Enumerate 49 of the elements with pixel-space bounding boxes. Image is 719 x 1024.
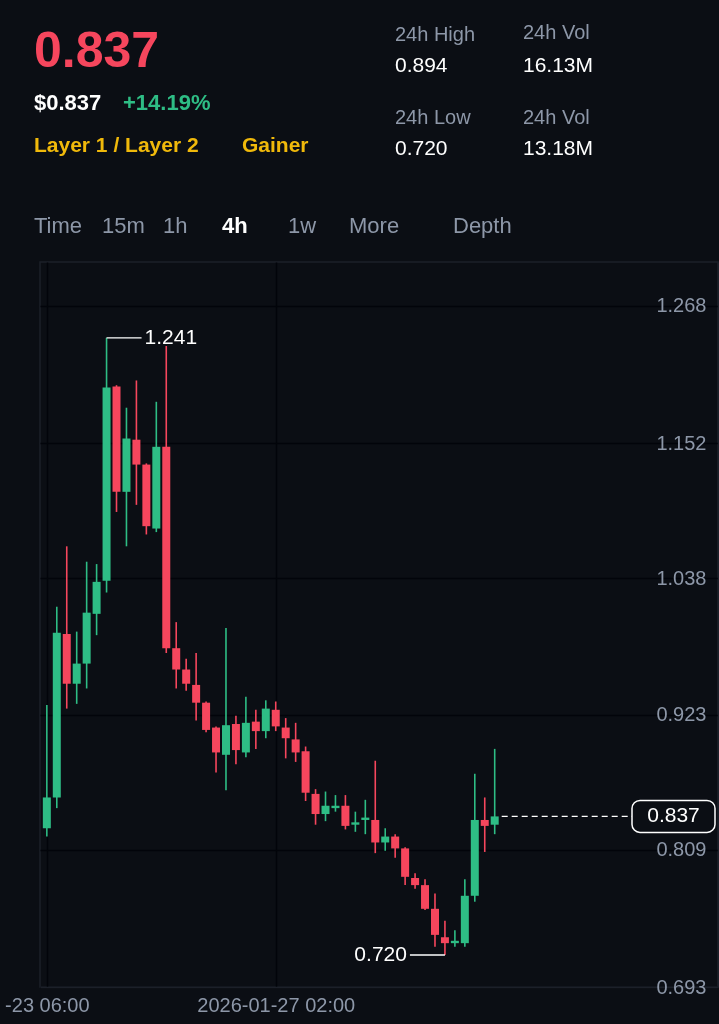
text: 13.18M [523, 136, 594, 159]
x-tick-label: -23 06:00 [5, 993, 90, 1016]
candlestick [371, 759, 380, 854]
x-tick-label: 2026-01-27 02:00 [197, 993, 356, 1016]
annotation: 0.720 [354, 942, 407, 966]
candlestick [72, 630, 81, 705]
text: 24h Vol [523, 106, 590, 128]
candlestick [341, 794, 350, 831]
candlestick [192, 652, 201, 722]
y-tick-label: 0.923 [656, 703, 707, 726]
candlestick [391, 833, 400, 859]
text: Time [34, 213, 83, 238]
text: +14.19% [123, 90, 211, 115]
candlestick [311, 788, 320, 826]
text: Layer 1 / Layer 2 [34, 133, 199, 156]
candlestick [490, 748, 499, 835]
y-tick-label: 1.268 [656, 294, 707, 317]
text: More [349, 213, 400, 238]
candlestick [480, 796, 489, 853]
text: 1w [288, 213, 317, 238]
candlestick [172, 621, 181, 690]
y-tick-label: 1.038 [656, 566, 707, 589]
text: 24h Vol [523, 21, 590, 43]
chart-title: 0.837 [34, 22, 160, 78]
candlestick [281, 717, 290, 760]
text: 16.13M [523, 53, 594, 76]
text: 24h Low [395, 106, 472, 128]
candlestick [251, 708, 260, 750]
candlestick [271, 700, 280, 732]
text: $0.837 [34, 90, 102, 115]
text: 4h [222, 213, 248, 238]
y-tick-label: 0.693 [656, 975, 707, 998]
text: 1h [163, 213, 188, 238]
candlestick [182, 658, 191, 692]
text: 0.894 [395, 53, 448, 76]
candlestick [440, 919, 449, 956]
text: 15m [102, 213, 145, 238]
candlestick [351, 810, 360, 833]
annotation: 1.241 [144, 324, 198, 348]
y-tick-label: 0.809 [656, 838, 707, 861]
text: Depth [453, 213, 512, 238]
candlestick [291, 722, 300, 763]
text: 24h High [395, 23, 476, 45]
ref-line-label: 0.837 [647, 803, 700, 827]
candlestick [421, 878, 430, 911]
candlestick [261, 699, 270, 740]
text: 0.720 [395, 136, 448, 159]
y-tick-label: 1.152 [656, 431, 707, 454]
text: Gainer [242, 133, 309, 156]
